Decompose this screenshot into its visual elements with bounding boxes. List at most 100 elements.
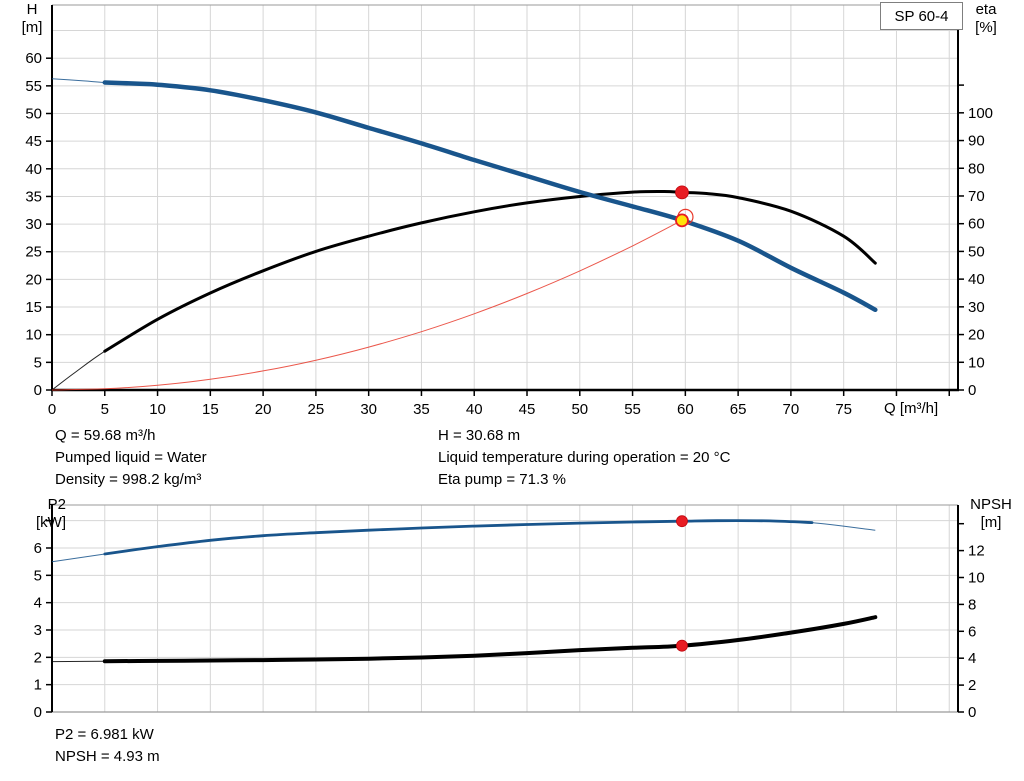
efficiency-curve-thin	[51, 190, 876, 391]
tick-label: 90	[968, 133, 985, 150]
tick-label: 20	[255, 401, 272, 418]
tick-label: 70	[783, 401, 800, 418]
power-curve-main	[103, 519, 814, 556]
right-axis-title-bottom: NPSH [m]	[958, 496, 1024, 532]
tick-label: 2	[34, 649, 42, 666]
tick-label: 25	[25, 244, 42, 261]
tick-label: 40	[968, 271, 985, 288]
tick-label: 65	[730, 401, 747, 418]
npsh-axis-unit: [m]	[980, 514, 1002, 531]
tick-label: 4	[968, 650, 976, 667]
tick-label: 20	[968, 327, 985, 344]
tick-label: 30	[25, 216, 42, 233]
tick-label: 10	[149, 401, 166, 418]
tick-label: 30	[360, 401, 377, 418]
tick-label: 25	[308, 401, 325, 418]
tick-label: 60	[677, 401, 694, 418]
tick-label: 60	[25, 50, 42, 67]
tick-label: 12	[968, 543, 985, 560]
tick-label: 50	[25, 105, 42, 122]
tick-label: 30	[968, 299, 985, 316]
tick-label: 2	[968, 677, 976, 694]
system-curve	[51, 219, 683, 391]
gridlines	[52, 505, 958, 712]
tick-label: 60	[968, 216, 985, 233]
tick-label: 3	[34, 622, 42, 639]
info-temperature: Liquid temperature during operation = 20…	[438, 449, 731, 466]
info-flow: Q = 59.68 m³/h	[55, 427, 156, 444]
tick-label: 20	[25, 271, 42, 288]
tick-label: 55	[25, 78, 42, 95]
tick-label: 0	[34, 382, 42, 399]
h-axis-symbol: H	[26, 1, 38, 18]
info-head: H = 30.68 m	[438, 427, 521, 444]
axes: 0510152025303540455055600102030405060708…	[25, 5, 993, 418]
tick-label: 80	[968, 160, 985, 177]
left-axis-title-top: H [m]	[12, 1, 52, 37]
tick-label: 10	[968, 354, 985, 371]
tick-label: 35	[25, 188, 42, 205]
tick-label: 15	[25, 299, 42, 316]
head-curve-main	[102, 80, 878, 313]
power-curve	[51, 519, 876, 563]
tick-label: 0	[34, 704, 42, 721]
tick-label: 0	[968, 704, 976, 721]
plot-frame	[52, 504, 958, 713]
tick-label: 75	[835, 401, 852, 418]
head-curve	[51, 78, 878, 313]
tick-label: 50	[968, 243, 985, 260]
right-axis-title-top: eta [%]	[963, 1, 1009, 37]
p2-axis-symbol: P2	[47, 496, 66, 513]
info-eta-pump: Eta pump = 71.3 %	[438, 471, 566, 488]
tick-label: 45	[519, 401, 536, 418]
tick-label: 0	[968, 382, 976, 399]
tick-label: 4	[34, 595, 42, 612]
duty-point-npsh[interactable]	[676, 639, 688, 652]
tick-label: 5	[101, 401, 109, 418]
tick-label: 5	[34, 567, 42, 584]
info-npsh: NPSH = 4.93 m	[55, 748, 160, 765]
qh-eta-chart: 0510152025303540455055600102030405060708…	[25, 4, 993, 418]
system-curve-thin	[51, 219, 683, 391]
efficiency-curve-main	[103, 189, 877, 353]
h-axis-unit: [m]	[21, 19, 43, 36]
tick-label: 40	[466, 401, 483, 418]
x-axis-title: Q [m³/h]	[884, 400, 939, 417]
tick-label: 15	[202, 401, 219, 418]
npsh-curve-main	[102, 615, 878, 664]
eta-axis-symbol: eta	[975, 1, 997, 18]
tick-label: 35	[413, 401, 430, 418]
duty-point-eta[interactable]	[675, 185, 689, 200]
info-p2: P2 = 6.981 kW	[55, 726, 154, 743]
info-density: Density = 998.2 kg/m³	[55, 471, 202, 488]
tick-label: 5	[34, 354, 42, 371]
tick-label: 8	[968, 596, 976, 613]
tick-label: 6	[968, 623, 976, 640]
pump-model-label: SP 60-4	[894, 7, 949, 25]
gridlines	[52, 5, 958, 390]
p2-axis-unit: [kW]	[36, 514, 66, 531]
eta-axis-unit: [%]	[975, 19, 997, 36]
info-liquid: Pumped liquid = Water	[55, 449, 207, 466]
tick-label: 45	[25, 133, 42, 150]
npsh-axis-symbol: NPSH	[970, 496, 1012, 513]
tick-label: 40	[25, 161, 42, 178]
left-axis-title-bottom: P2 [kW]	[18, 496, 66, 532]
efficiency-curve	[51, 189, 877, 391]
duty-point-head[interactable]	[675, 213, 689, 228]
tick-label: 100	[968, 105, 993, 122]
tick-label: 10	[25, 327, 42, 344]
tick-label: 55	[624, 401, 641, 418]
npsh-curve	[51, 615, 878, 664]
tick-label: 6	[34, 540, 42, 557]
tick-label: 10	[968, 569, 985, 586]
tick-label: 50	[571, 401, 588, 418]
pump-model-badge: SP 60-4	[880, 2, 963, 30]
tick-label: 0	[48, 401, 56, 418]
tick-label: 1	[34, 677, 42, 694]
tick-label: 70	[968, 188, 985, 205]
duty-point-p2[interactable]	[676, 515, 688, 528]
